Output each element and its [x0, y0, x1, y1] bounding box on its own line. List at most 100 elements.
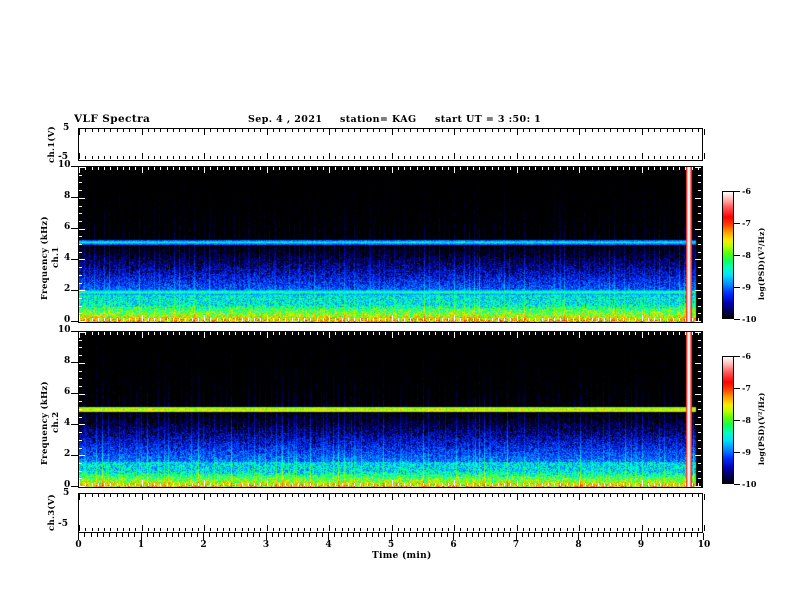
ch1-freq-tick-8: 8	[64, 191, 71, 201]
minor-tick	[254, 156, 255, 160]
minor-tick	[667, 317, 668, 321]
minor-tick	[379, 317, 380, 321]
minor-tick	[697, 401, 701, 402]
minor-tick	[435, 167, 436, 171]
minor-tick	[235, 129, 236, 133]
minor-tick	[179, 528, 180, 532]
minor-tick	[192, 156, 193, 160]
minor-tick	[698, 494, 699, 498]
major-tick	[267, 494, 268, 500]
minor-tick	[179, 317, 180, 321]
minor-tick	[98, 528, 99, 532]
minor-tick	[548, 332, 549, 336]
minor-tick	[695, 198, 701, 199]
minor-tick	[510, 156, 511, 160]
major-tick	[579, 129, 580, 135]
minor-tick	[135, 494, 136, 498]
major-tick	[204, 153, 205, 160]
minor-tick	[198, 156, 199, 160]
minor-tick	[148, 129, 149, 133]
minor-tick	[429, 156, 430, 160]
minor-tick	[360, 528, 361, 532]
minor-tick	[629, 528, 630, 532]
minor-tick	[404, 167, 405, 171]
minor-tick	[310, 482, 311, 486]
ch1-freq-tick-0: 0	[64, 315, 71, 325]
minor-tick	[697, 213, 701, 214]
minor-tick	[79, 480, 80, 486]
minor-tick	[473, 482, 474, 486]
minor-tick	[692, 317, 693, 321]
major-tick	[392, 129, 393, 135]
minor-tick	[485, 129, 486, 133]
minor-tick	[448, 528, 449, 532]
minor-tick	[629, 494, 630, 498]
minor-tick	[635, 129, 636, 133]
minor-tick	[198, 528, 199, 532]
x-minor-tick	[359, 533, 361, 537]
minor-tick	[635, 332, 636, 336]
minor-tick	[442, 317, 443, 321]
minor-tick	[567, 317, 568, 321]
minor-tick	[654, 482, 655, 486]
minor-tick	[304, 528, 305, 532]
minor-tick	[697, 478, 701, 479]
minor-tick	[510, 528, 511, 532]
minor-tick	[104, 482, 105, 486]
figure-start-ut: start UT = 3 :50: 1	[435, 114, 542, 125]
minor-tick	[323, 129, 324, 133]
minor-tick	[635, 528, 636, 532]
minor-tick	[323, 317, 324, 321]
minor-tick	[217, 317, 218, 321]
x-minor-tick	[490, 533, 492, 537]
minor-tick	[442, 167, 443, 171]
minor-tick	[542, 482, 543, 486]
x-major-tick	[328, 533, 330, 540]
minor-tick	[492, 482, 493, 486]
minor-tick	[473, 129, 474, 133]
minor-tick	[373, 317, 374, 321]
x-minor-tick	[590, 533, 592, 537]
minor-tick	[129, 156, 130, 160]
minor-tick	[348, 317, 349, 321]
minor-tick	[567, 156, 568, 160]
minor-tick	[254, 317, 255, 321]
minor-tick	[79, 371, 83, 372]
minor-tick	[110, 528, 111, 532]
minor-tick	[292, 528, 293, 532]
minor-tick	[373, 156, 374, 160]
minor-tick	[285, 494, 286, 498]
minor-tick	[598, 528, 599, 532]
colorbar-ch1-label: log(PSD)(V²/Hz)	[757, 227, 766, 300]
minor-tick	[498, 129, 499, 133]
ch1-volt-tick-bottom: -5	[58, 152, 68, 162]
minor-tick	[695, 363, 701, 364]
minor-tick	[485, 332, 486, 336]
minor-tick	[98, 129, 99, 133]
minor-tick	[567, 167, 568, 171]
minor-tick	[298, 167, 299, 171]
minor-tick	[648, 332, 649, 336]
ch2-freq-tick-6: 6	[64, 387, 71, 397]
axis-tick	[71, 486, 78, 488]
x-minor-tick	[365, 533, 367, 537]
minor-tick	[548, 156, 549, 160]
minor-tick	[585, 332, 586, 336]
minor-tick	[695, 486, 701, 487]
minor-tick	[598, 332, 599, 336]
x-tick-10: 10	[697, 540, 711, 550]
x-minor-tick	[353, 533, 355, 537]
minor-tick	[697, 347, 701, 348]
minor-tick	[435, 494, 436, 498]
minor-tick	[498, 167, 499, 171]
x-minor-tick	[215, 533, 217, 537]
minor-tick	[554, 129, 555, 133]
minor-tick	[173, 332, 174, 336]
minor-tick	[342, 129, 343, 133]
minor-tick	[667, 129, 668, 133]
minor-tick	[695, 332, 701, 333]
minor-tick	[217, 129, 218, 133]
minor-tick	[479, 129, 480, 133]
minor-tick	[335, 167, 336, 171]
minor-tick	[448, 482, 449, 486]
